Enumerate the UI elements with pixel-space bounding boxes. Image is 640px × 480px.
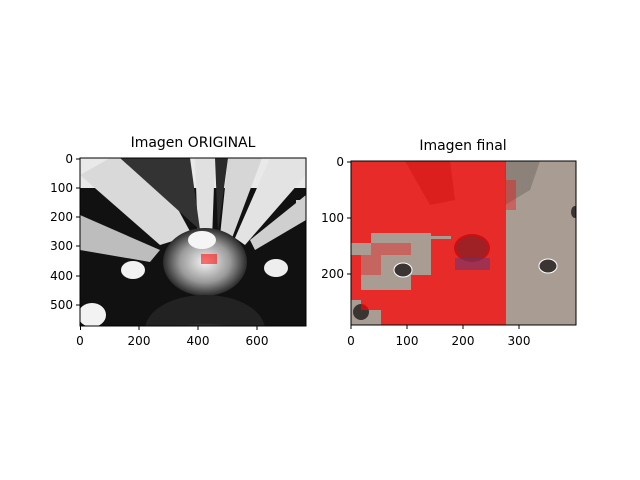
p2-xtick-2: 200 (452, 334, 475, 348)
panel-1-title: Imagen ORIGINAL (130, 135, 256, 151)
p1-ytick-3: 300 (50, 239, 73, 253)
p2-xtick-1: 100 (396, 334, 419, 348)
original-image (80, 158, 306, 326)
panel-1-y-axis: 0 100 200 300 400 500 (50, 152, 80, 312)
p1-ytick-1: 100 (50, 181, 73, 195)
p2-xtick-3: 300 (508, 334, 531, 348)
p1-xtick-2: 400 (187, 334, 210, 348)
panel-1-x-axis: 0 200 400 600 (76, 326, 268, 348)
p2-xtick-0: 0 (347, 334, 355, 348)
panel-2-title: Imagen final (419, 138, 507, 154)
p1-ytick-4: 400 (50, 269, 73, 283)
p1-xtick-3: 600 (246, 334, 269, 348)
panel-2-y-axis: 0 100 200 (321, 155, 351, 281)
p2-ytick-1: 100 (321, 211, 344, 225)
final-image (351, 161, 576, 325)
p1-xtick-0: 0 (76, 334, 84, 348)
p2-ytick-0: 0 (336, 155, 344, 169)
p1-ytick-5: 500 (50, 298, 73, 312)
p1-ytick-0: 0 (65, 152, 73, 166)
p1-xtick-1: 200 (128, 334, 151, 348)
p2-ytick-2: 200 (321, 267, 344, 281)
panel-1-frame (79, 157, 307, 327)
p1-ytick-2: 200 (50, 210, 73, 224)
panel-2-x-axis: 0 100 200 300 (347, 325, 530, 348)
